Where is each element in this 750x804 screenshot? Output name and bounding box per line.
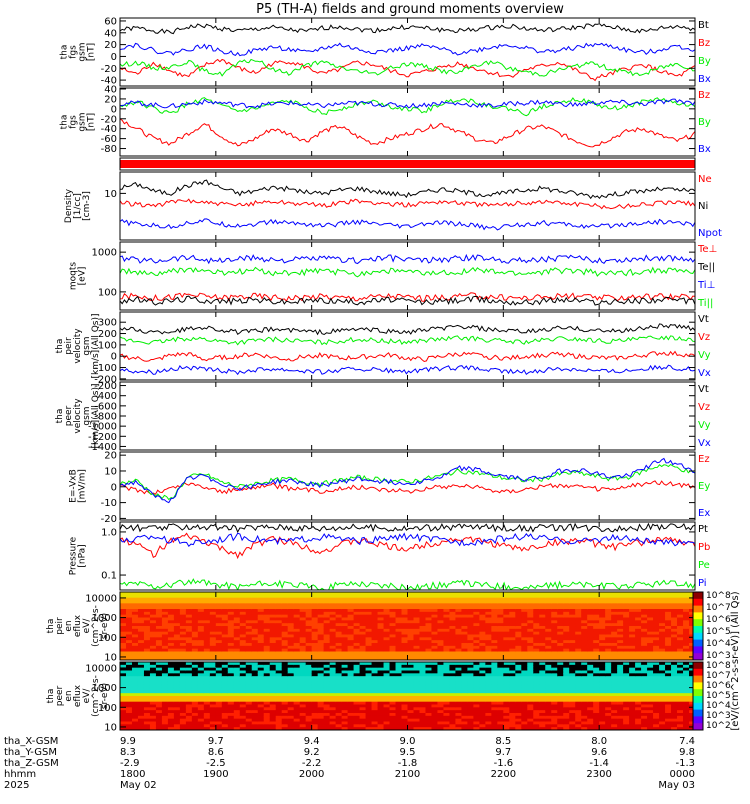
- series-fgs_zoom-2: [120, 99, 695, 108]
- legend-fgs_full-0: Bt: [698, 20, 709, 31]
- y-tick-label: -20: [101, 514, 117, 525]
- legend-peer_velocity-1: Vz: [698, 402, 710, 413]
- y-axis-label-pressure: [nPa]: [78, 544, 88, 567]
- legend-pressure-1: Pb: [698, 542, 710, 553]
- legend-density-1: Ni: [698, 201, 708, 212]
- legend-efield-2: Ex: [698, 508, 710, 519]
- legend-peir_velocity-3: Vx: [698, 368, 711, 379]
- y-axis-label-efield: [mV/m]: [78, 469, 88, 503]
- series-fgs_zoom-0: [120, 119, 695, 147]
- y-tick-label: 1.0: [101, 527, 117, 538]
- y-tick-label: 10: [104, 722, 117, 733]
- legend-fgs_zoom-2: Bx: [698, 144, 711, 155]
- panel-frame: [120, 382, 695, 450]
- legend-temperature-1: Te||: [697, 262, 715, 273]
- legend-efield-1: Ey: [698, 481, 710, 492]
- y-tick-label: -10: [101, 498, 117, 509]
- y-tick-label: 20: [104, 451, 117, 462]
- y-tick-label: 0: [111, 352, 117, 363]
- y-axis-label-peir_spectrogram: sr-eV): [100, 613, 110, 639]
- panel-peer_velocity: VtVzVyVx-200-400-600-800-1000-1200-1400t…: [55, 381, 711, 453]
- series-density-0: [120, 199, 695, 208]
- panel-frame: [120, 452, 695, 520]
- legend-fgs_zoom-1: By: [698, 117, 711, 128]
- legend-pressure-0: Pt: [698, 524, 708, 535]
- legend-temperature-2: Ti⊥: [697, 280, 715, 291]
- y-tick-label: 10000: [85, 593, 117, 604]
- y-tick-label: 0: [111, 52, 117, 63]
- y-tick-label: 1000: [92, 248, 117, 259]
- spectrogram-cells: [120, 592, 696, 661]
- series-pressure-1: [120, 533, 695, 557]
- legend-fgs_full-2: By: [698, 56, 711, 67]
- legend-density-2: Npot: [698, 228, 722, 239]
- y-axis-label-peir_velocity: [km/s](All Qs)]: [91, 313, 101, 378]
- panel-frame: [120, 172, 695, 240]
- series-efield-0: [120, 481, 695, 494]
- legend-peer_velocity-3: Vx: [698, 438, 711, 449]
- series-peir_velocity-1: [120, 352, 695, 362]
- series-peir_velocity-2: [120, 336, 695, 345]
- series-density-2: [120, 219, 695, 230]
- y-tick-label: 20: [104, 40, 117, 51]
- legend-peer_velocity-2: Vy: [698, 420, 711, 431]
- y-axis-label-density: [cm-3]: [82, 191, 92, 221]
- legend-fgs_zoom-0: Bz: [698, 90, 710, 101]
- series-temperature-1: [120, 296, 695, 305]
- series-fgs_full-0: [120, 24, 695, 34]
- y-tick-label: 60: [104, 16, 117, 27]
- y-tick-label: -80: [101, 144, 117, 155]
- legend-pressure-3: Pi: [698, 578, 707, 589]
- series-temperature-2: [120, 255, 695, 264]
- panel-flag_bar: [120, 158, 695, 170]
- legend-efield-0: Ez: [698, 454, 710, 465]
- legend-density-0: Ne: [698, 174, 712, 185]
- series-temperature-3: [120, 268, 695, 277]
- y-tick-label: 10: [104, 189, 117, 200]
- series-fgs_full-3: [120, 43, 695, 55]
- y-tick-label: -20: [101, 64, 117, 75]
- y-axis-label-fgs_full: [nT]: [87, 43, 97, 61]
- panel-frame: [120, 522, 695, 590]
- flag-band: [120, 160, 695, 168]
- y-tick-label: 0: [111, 482, 117, 493]
- panel-frame: [120, 88, 695, 156]
- y-tick-label: 10: [104, 652, 117, 663]
- legend-peir_velocity-0: Vt: [698, 314, 709, 325]
- y-tick-label: 100: [98, 287, 117, 298]
- y-tick-label: 0.1: [101, 571, 117, 582]
- legend-peir_velocity-1: Vz: [698, 332, 710, 343]
- spectrogram-cells: [120, 662, 696, 731]
- y-tick-label: 10: [104, 466, 117, 477]
- legend-fgs_full-3: Bx: [698, 74, 711, 85]
- series-peir_velocity-0: [120, 324, 695, 335]
- legend-fgs_full-1: Bz: [698, 38, 710, 49]
- series-efield-1: [120, 465, 695, 500]
- legend-peer_velocity-0: Vt: [698, 384, 709, 395]
- y-tick-label: 10000: [85, 663, 117, 674]
- y-axis-label-temperature: [eV]: [78, 267, 88, 286]
- legend-peir_velocity-2: Vy: [698, 350, 711, 361]
- plot-title: P5 (TH-A) fields and ground moments over…: [256, 2, 564, 17]
- y-axis-label-peer_velocity: [km/s](All Qs)]: [91, 383, 101, 448]
- series-peir_velocity-3: [120, 365, 695, 374]
- series-density-1: [120, 180, 695, 198]
- y-axis-label-fgs_zoom: [nT]: [87, 113, 97, 131]
- legend-pressure-2: Pe: [698, 560, 710, 571]
- y-tick-label: 40: [104, 28, 117, 39]
- legend-temperature-3: Ti||: [697, 298, 713, 309]
- legend-temperature-0: Te⊥: [697, 244, 717, 255]
